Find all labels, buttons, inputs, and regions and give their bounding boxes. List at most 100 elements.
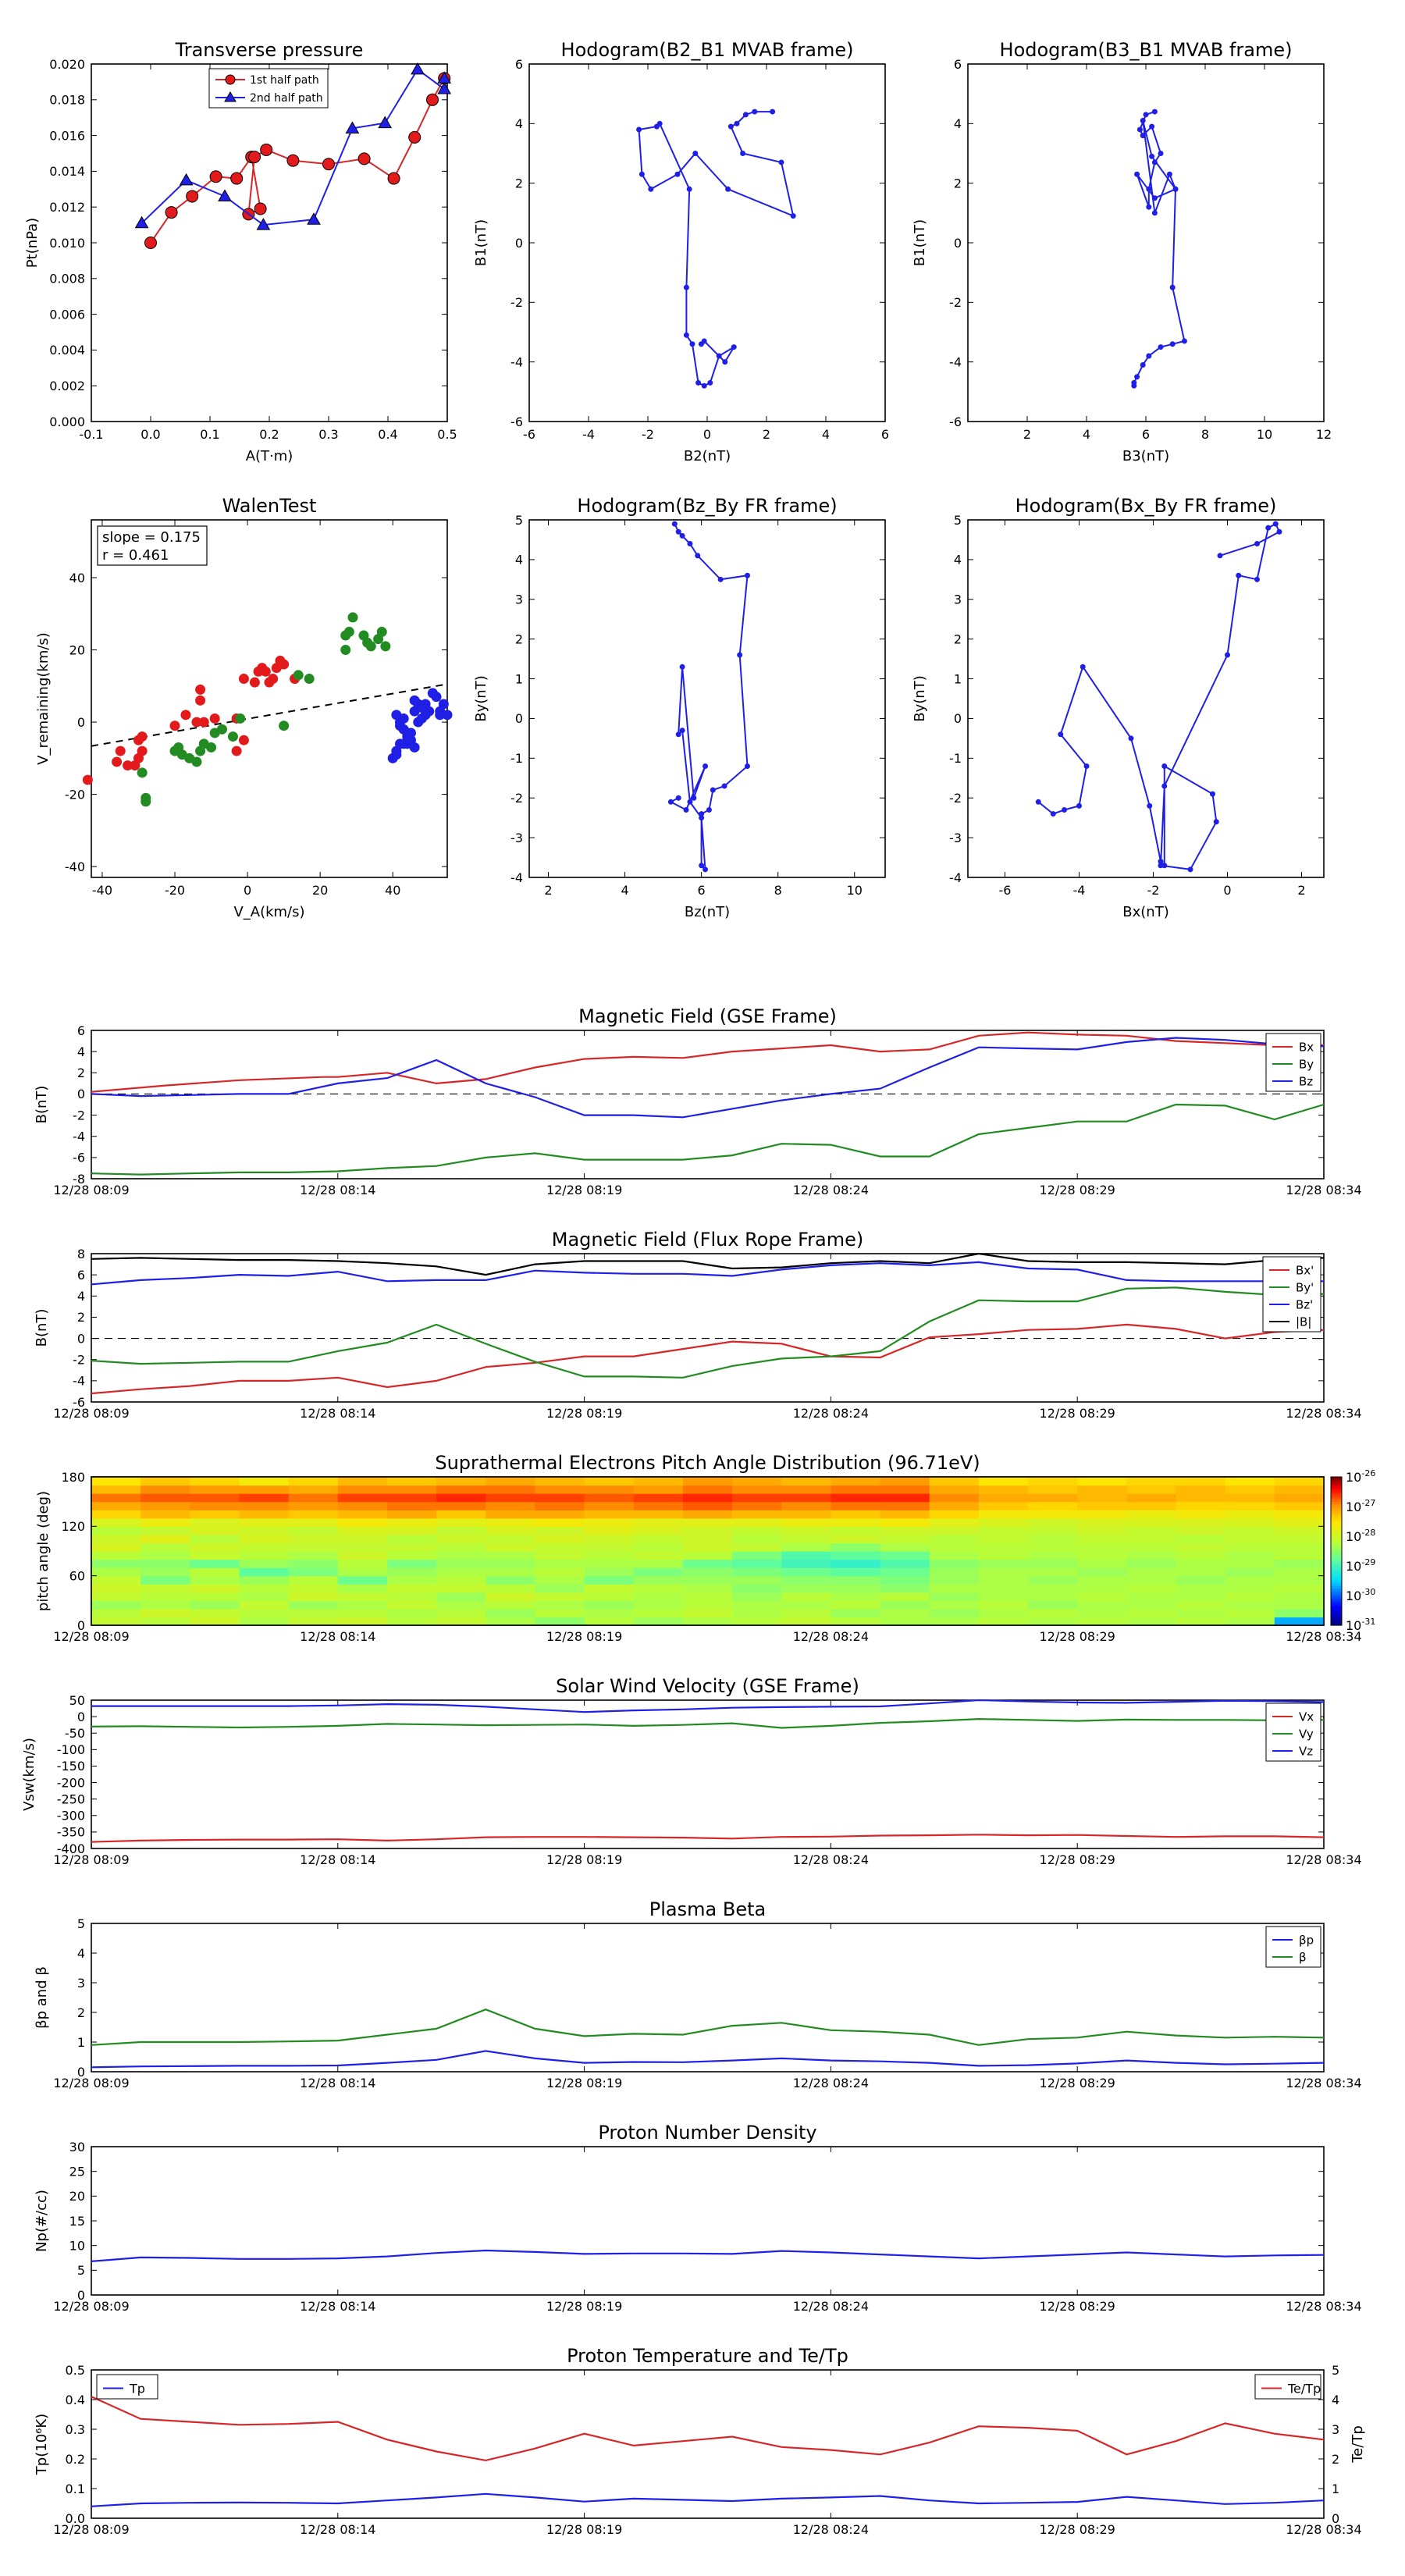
hodogram-point [683, 806, 689, 813]
scatter-point [169, 720, 180, 731]
heatmap-cell [633, 1477, 684, 1486]
heatmap-cell [1028, 1517, 1078, 1527]
heatmap-cell [239, 1534, 290, 1544]
heatmap-cell [633, 1600, 684, 1610]
hodogram-point [1149, 153, 1155, 159]
heatmap-cell [1176, 1510, 1226, 1519]
heatmap-cell [386, 1526, 437, 1535]
heatmap-cell [1225, 1608, 1275, 1618]
y-tick-label: 20 [69, 642, 85, 657]
scatter-point [279, 659, 290, 670]
hodogram-point [656, 120, 663, 126]
heatmap-cell [190, 1608, 240, 1618]
heatmap-cell [1077, 1575, 1127, 1585]
y-tick-label: 2 [77, 2005, 85, 2020]
heatmap-cell [486, 1501, 536, 1510]
heatmap-cell [436, 1485, 486, 1494]
heatmap-cell [91, 1493, 141, 1503]
scatter-point [442, 710, 453, 720]
heatmap-cell [1225, 1542, 1275, 1552]
heatmap-cell [288, 1559, 339, 1568]
heatmap-cell [386, 1542, 437, 1552]
y-tick-label: 0 [77, 1331, 85, 1346]
beta-panel: Plasma Beta 12/28 08:09 12/28 08:14 12/28 0… [34, 1898, 1362, 2090]
heatmap-cell [535, 1608, 585, 1618]
hodogram-point [1140, 361, 1146, 368]
hodogram-point [691, 795, 697, 801]
colorbar-exponent: -26 [1361, 1468, 1375, 1478]
heatmap-cell [633, 1575, 684, 1585]
heatmap-cell [140, 1534, 190, 1544]
y-tick-label: 0 [77, 1618, 85, 1633]
heatmap-cell [436, 1542, 486, 1552]
heatmap-cell [288, 1542, 339, 1552]
x-tick-label: 0.1 [200, 427, 219, 442]
heatmap-cell [1225, 1517, 1275, 1527]
y-tick-label: 6 [515, 57, 523, 72]
heatmap-cell [337, 1584, 388, 1593]
heatmap-cell [781, 1542, 831, 1552]
heatmap-cell [781, 1600, 831, 1610]
y-tick-label: 0.3 [66, 2422, 85, 2437]
scatter-point [123, 760, 133, 771]
x-tick-label: -4 [582, 427, 595, 442]
x-tick-label: 2 [1297, 883, 1305, 898]
hodogram-point [1146, 186, 1152, 192]
heatmap-cell [535, 1534, 585, 1544]
series-line [91, 1031, 1324, 1093]
triangle-marker [378, 116, 393, 129]
heatmap-cell [1225, 1510, 1275, 1519]
time-tick-label: 12/28 08:14 [300, 2299, 375, 2314]
panel-title: Proton Number Density [598, 2122, 816, 2144]
scatter-point [82, 774, 93, 785]
scatter-point [249, 677, 260, 688]
heatmap-cell [1077, 1567, 1127, 1577]
heatmap-cell [1126, 1485, 1177, 1494]
slope-annotation: slope = 0.175 [102, 529, 201, 546]
colorbar-cell [1331, 1607, 1342, 1611]
heatmap-cell [91, 1584, 141, 1593]
heatmap-cell [682, 1510, 733, 1519]
heatmap-cell [239, 1559, 290, 1568]
heatmap-cell [486, 1517, 536, 1527]
x-axis-label: B2(nT) [684, 448, 731, 464]
heatmap-cell [633, 1608, 684, 1618]
heatmap-cell [436, 1600, 486, 1610]
heatmap-cell [140, 1526, 190, 1535]
heatmap-cell [633, 1559, 684, 1568]
heatmap-cell [91, 1534, 141, 1544]
heatmap-cell [239, 1542, 290, 1552]
hodogram-point [706, 806, 712, 813]
heatmap-cell [880, 1477, 930, 1486]
heatmap-cell [535, 1510, 585, 1519]
time-tick-label: 12/28 08:29 [1040, 1406, 1115, 1421]
hodogram-point [744, 763, 750, 770]
heatmap-cell [732, 1542, 782, 1552]
hodogram-point [695, 379, 702, 386]
hodogram-point [731, 344, 737, 350]
heatmap-cell [190, 1567, 240, 1577]
hodogram-point [790, 213, 796, 219]
heatmap-cell [929, 1567, 980, 1577]
hodogram-point [721, 783, 727, 789]
colorbar-cell [1331, 1521, 1342, 1525]
heatmap-cell [337, 1534, 388, 1544]
y-tick-label: 0.0 [66, 2511, 85, 2526]
y-tick-label: 20 [69, 2189, 85, 2204]
y-tick-label: 0.1 [66, 2482, 85, 2496]
heatmap-cell [1028, 1526, 1078, 1535]
heatmap-cell [880, 1584, 930, 1593]
heatmap-cell [386, 1485, 437, 1494]
hodogram-point [710, 787, 716, 793]
y-tick-label: 0 [954, 711, 962, 726]
heatmap-cell [1176, 1559, 1226, 1568]
heatmap-cell [978, 1493, 1029, 1503]
hodogram-point [744, 572, 750, 578]
triangle-marker [256, 218, 271, 230]
time-tick-label: 12/28 08:29 [1040, 2522, 1115, 2537]
y-axis-label: B1(nT) [912, 219, 928, 266]
plot-frame [91, 1923, 1325, 2073]
y-tick-label: 0.2 [66, 2452, 85, 2467]
heatmap-cell [1225, 1551, 1275, 1560]
heatmap-cell [1077, 1534, 1127, 1544]
